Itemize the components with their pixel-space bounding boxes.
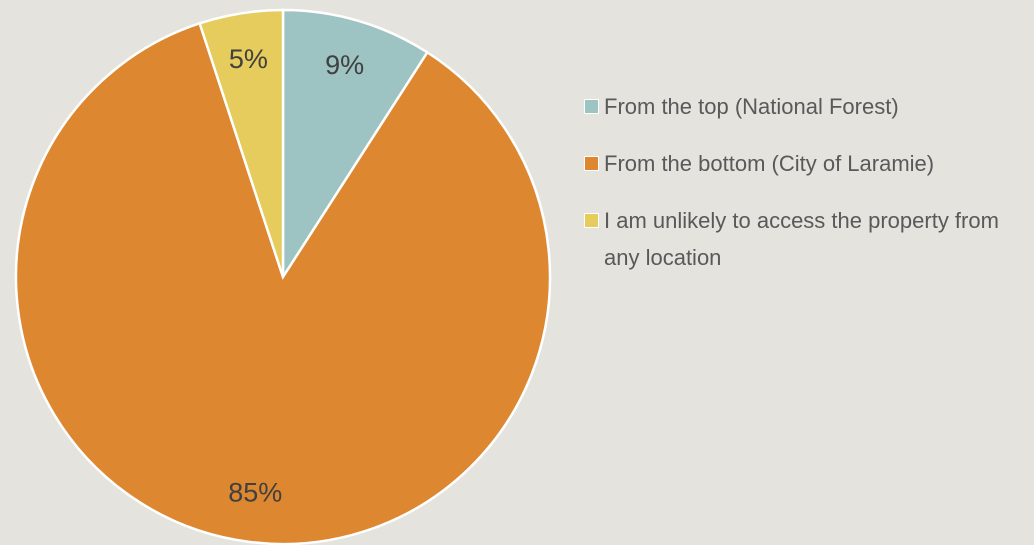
chart: 9% 85% 5%: [14, 8, 552, 545]
data-label: 85%: [228, 477, 282, 507]
legend-item: From the bottom (City of Laramie): [584, 145, 1024, 182]
legend-swatch: [584, 99, 599, 114]
legend-swatch: [584, 213, 599, 228]
pie-slice: [281, 8, 430, 282]
pie-slice: [14, 21, 552, 545]
legend-swatch: [584, 156, 599, 171]
data-label: 9%: [325, 50, 364, 80]
data-label: 5%: [229, 44, 268, 74]
legend-label: From the top (National Forest): [604, 94, 899, 119]
legend-label: From the bottom (City of Laramie): [604, 151, 935, 176]
legend-item: From the top (National Forest): [584, 88, 1024, 125]
legend-item: I am unlikely to access the property fro…: [584, 202, 1024, 276]
legend-label: I am unlikely to access the property fro…: [604, 208, 999, 270]
legend: From the top (National Forest) From the b…: [584, 88, 1024, 296]
pie-slice: [198, 8, 285, 278]
